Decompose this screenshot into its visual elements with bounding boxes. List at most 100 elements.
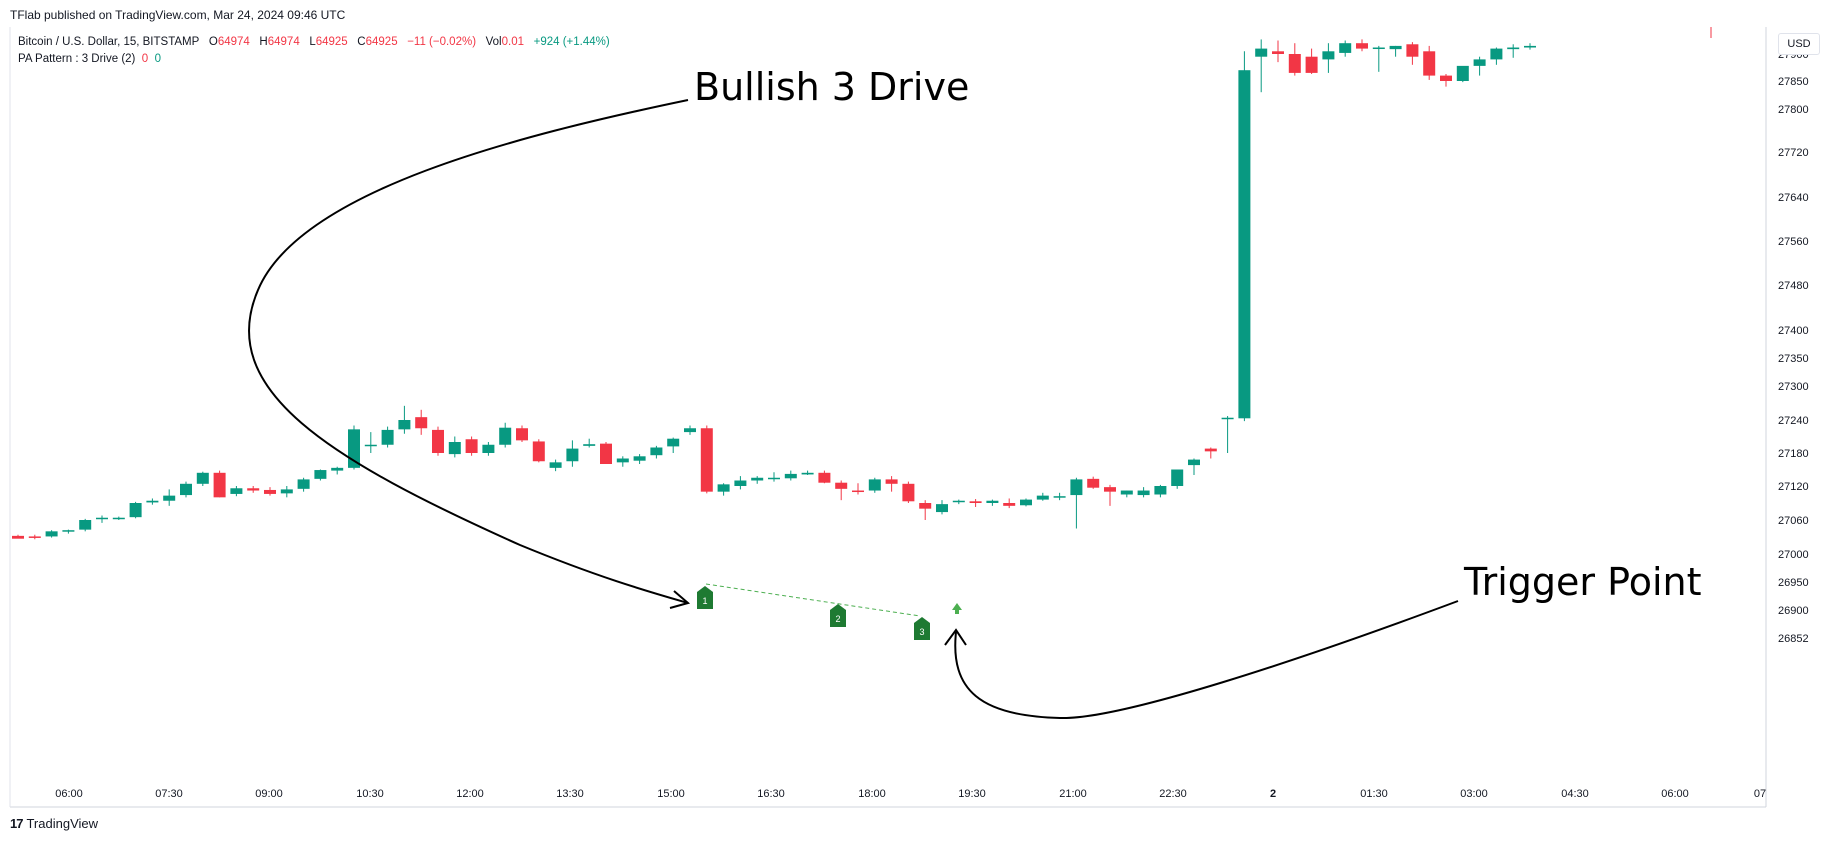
drive-marker-2: 2 — [830, 604, 846, 627]
candle-body — [1456, 65, 1469, 81]
extra-change: +924 (+1.44%) — [533, 36, 610, 48]
price-tick-label: 27300 — [1778, 381, 1809, 393]
candle-body — [1053, 496, 1066, 498]
candle-body — [1154, 486, 1167, 495]
candle — [1272, 40, 1284, 63]
candle-body — [734, 480, 747, 486]
candle — [1322, 43, 1335, 73]
candle-body — [717, 484, 730, 492]
price-tick-label: 27560 — [1778, 236, 1809, 248]
volume-label: Vol — [485, 36, 502, 48]
candle-body — [112, 517, 125, 520]
candle-body — [1440, 75, 1452, 81]
candle — [1507, 44, 1520, 58]
candle-body — [1406, 44, 1419, 57]
candle — [499, 422, 512, 448]
price-tick-label: 26950 — [1778, 577, 1809, 589]
symbol-legend: Bitcoin / U.S. Dollar, 15, BITSTAMP O649… — [18, 36, 610, 48]
candle — [297, 477, 310, 492]
candle-body — [616, 458, 629, 463]
candle-body — [549, 462, 562, 468]
candle — [1524, 43, 1536, 50]
candle-body — [1490, 48, 1503, 60]
candle-body — [684, 428, 696, 433]
candle-body — [415, 417, 428, 429]
candle — [633, 454, 646, 464]
candle-body — [633, 456, 646, 461]
candle — [62, 529, 75, 534]
candles-layer — [12, 27, 1712, 540]
candle — [1490, 47, 1503, 65]
low-label: L — [309, 36, 316, 48]
candle-body — [1020, 499, 1032, 506]
indicator-value-1: 0 — [141, 53, 149, 65]
candle-body — [499, 427, 512, 445]
candle — [1104, 484, 1116, 506]
indicator-legend[interactable]: PA Pattern : 3 Drive (2) 0 0 — [18, 53, 161, 65]
indicator-name: PA Pattern : 3 Drive (2) — [18, 53, 136, 65]
high-label: H — [259, 36, 268, 48]
candle — [852, 483, 864, 495]
candle — [1389, 45, 1402, 57]
price-axis: 2790027850278002772027640275602748027400… — [1778, 49, 1809, 645]
candle-body — [230, 488, 243, 494]
drive-marker-1: 1 — [697, 586, 713, 609]
time-tick-label: 16:30 — [757, 788, 785, 800]
candle-body — [381, 429, 394, 445]
candle-body — [516, 428, 528, 441]
candle-body — [1305, 56, 1318, 73]
candle-body — [1188, 459, 1200, 466]
candle — [196, 471, 209, 486]
candle-body — [331, 467, 344, 471]
close-label: C — [357, 36, 366, 48]
published-by: TFlab published on TradingView.com, Mar … — [10, 8, 346, 22]
candle — [264, 487, 276, 496]
candle — [818, 470, 831, 484]
candle-body — [852, 490, 864, 493]
candle — [129, 501, 142, 519]
pattern-callout-arrowhead — [669, 590, 691, 609]
candle — [398, 405, 411, 434]
candle-body — [784, 473, 797, 479]
time-tick-label: 2 — [1270, 788, 1276, 800]
tradingview-brand[interactable]: 17 TradingView — [10, 816, 98, 831]
time-tick-label: 22:30 — [1159, 788, 1187, 800]
candle — [1137, 487, 1150, 498]
candle — [583, 438, 596, 448]
candle-body — [1003, 503, 1016, 506]
candle — [751, 476, 764, 484]
candle-body — [919, 503, 932, 509]
candle-body — [1272, 51, 1284, 54]
trigger-annotation: Trigger Point — [1463, 560, 1701, 604]
tradingview-logo-icon: 17 — [10, 816, 24, 831]
candle — [1188, 458, 1200, 475]
time-tick-label: 06:00 — [55, 788, 83, 800]
candle-body — [79, 520, 92, 530]
close-value: 64925 — [365, 36, 398, 48]
candle — [717, 483, 730, 496]
price-tick-label: 27850 — [1778, 76, 1809, 88]
candle-body — [969, 501, 982, 503]
time-tick-label: 15:00 — [657, 788, 685, 800]
candle-body — [482, 444, 495, 453]
price-change: −11 (−0.02%) — [407, 36, 477, 48]
candle — [902, 481, 915, 503]
candle-body — [398, 420, 411, 430]
candle-body — [146, 500, 159, 503]
price-tick-label: 27180 — [1778, 448, 1809, 460]
candle — [482, 442, 495, 456]
candle — [600, 442, 612, 464]
candle — [1020, 498, 1032, 507]
candle — [112, 516, 125, 520]
drive-label-3: 3 — [919, 627, 924, 637]
candle — [79, 518, 92, 532]
candle-body — [465, 439, 478, 453]
candle-body — [96, 517, 108, 520]
candle — [969, 499, 982, 507]
time-tick-label: 04:30 — [1561, 788, 1589, 800]
candle — [516, 425, 528, 442]
candle-body — [1524, 45, 1536, 48]
currency-button[interactable]: USD — [1778, 33, 1820, 55]
candle — [1120, 490, 1133, 498]
